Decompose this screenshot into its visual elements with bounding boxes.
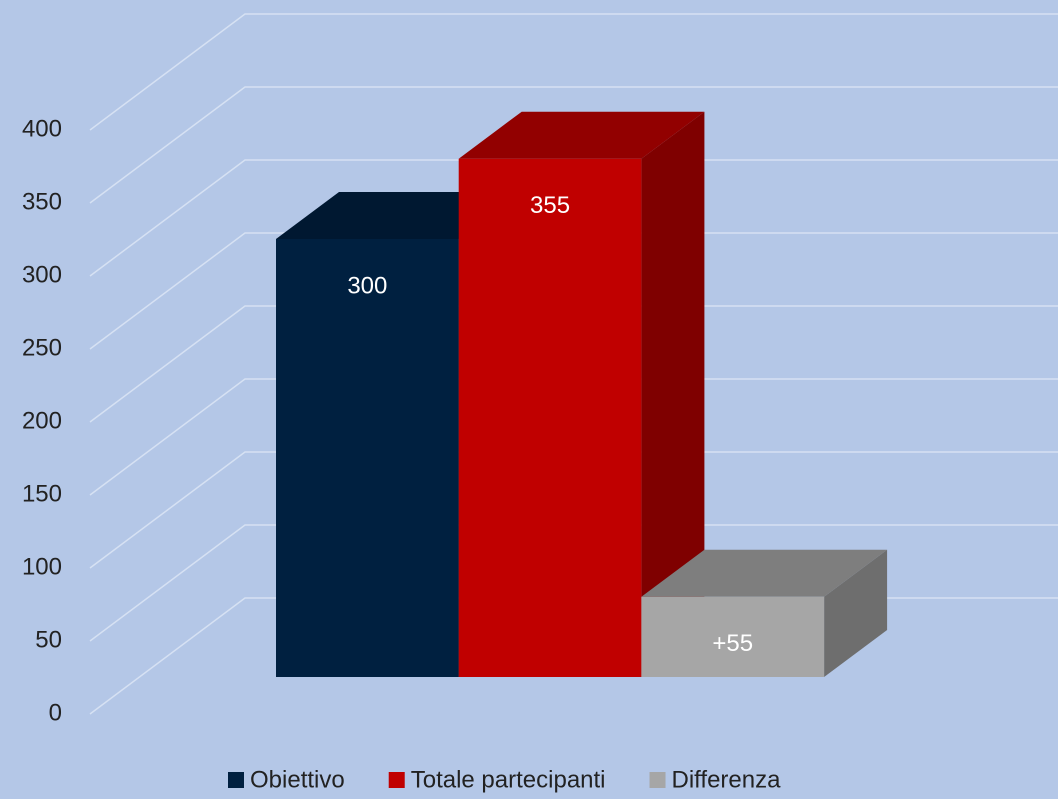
grid-line [89, 305, 1058, 423]
y-tick-label: 300 [22, 261, 62, 288]
bar-side [824, 549, 888, 677]
legend-swatch [649, 772, 666, 788]
bar-front [458, 158, 642, 677]
bar [458, 111, 705, 677]
legend-swatch [228, 772, 244, 788]
legend-label: Differenza [672, 766, 782, 793]
y-tick-label: 0 [49, 699, 62, 726]
bar-top [641, 549, 888, 597]
y-tick-label: 100 [22, 553, 62, 580]
y-tick-label: 400 [22, 115, 62, 142]
grid-line [89, 159, 1058, 277]
data-label: 355 [530, 192, 570, 219]
legend-swatch [388, 772, 405, 788]
bar-top [458, 111, 705, 159]
y-tick-label: 200 [22, 407, 62, 434]
grid-line [89, 86, 1058, 204]
y-tick-label: 50 [35, 626, 62, 653]
legend-label: Obiettivo [250, 766, 345, 793]
grid-line [89, 13, 1058, 131]
y-tick-label: 250 [22, 334, 62, 361]
grid-line [89, 232, 1058, 350]
y-tick-label: 150 [22, 480, 62, 507]
bar [641, 549, 888, 677]
bar-side [641, 111, 705, 677]
y-tick-label: 350 [22, 188, 62, 215]
data-label: +55 [712, 630, 753, 657]
grid-line [89, 451, 1058, 569]
grid-line [89, 524, 1058, 642]
bar-front [641, 596, 825, 677]
legend-label: Totale partecipanti [411, 766, 606, 793]
data-label: 300 [347, 272, 387, 299]
grid-line [89, 378, 1058, 496]
bar-front [276, 239, 459, 677]
